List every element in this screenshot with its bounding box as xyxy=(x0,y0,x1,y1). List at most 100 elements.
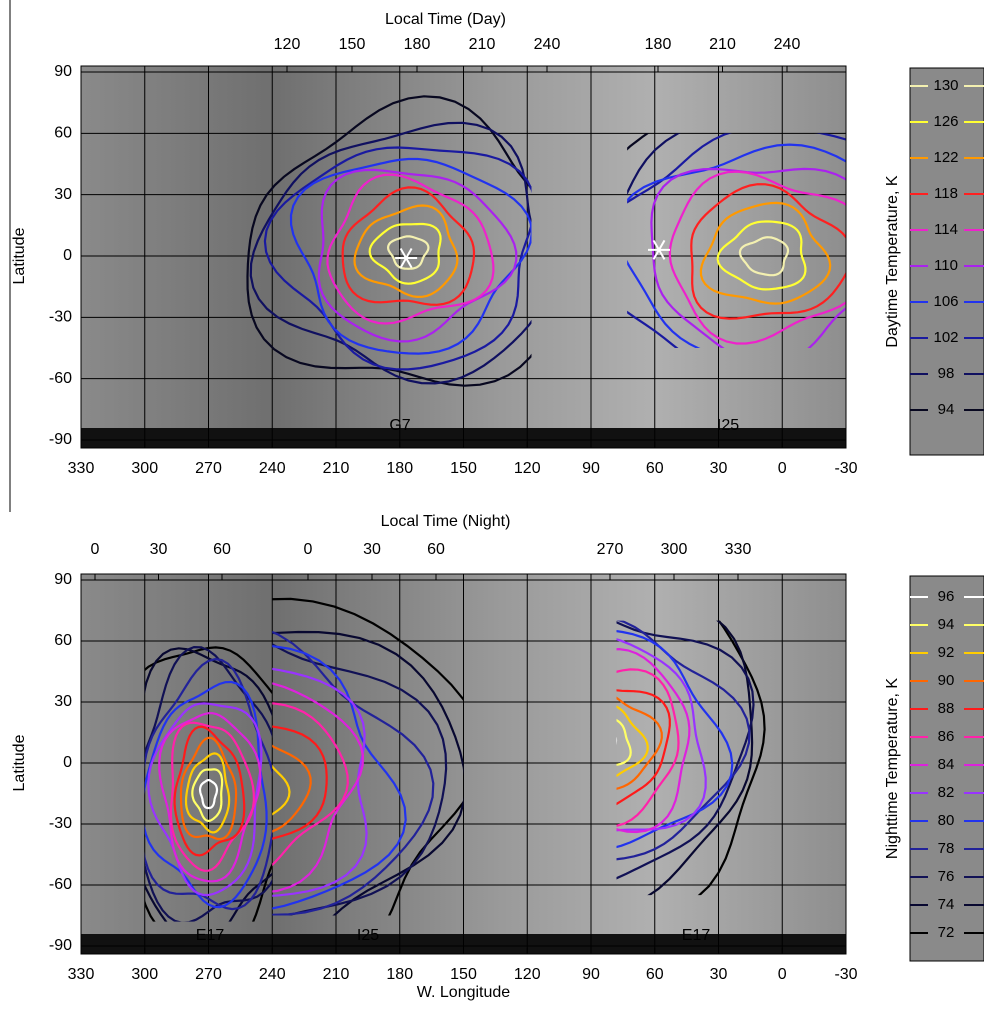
colorbar-tick-label: 80 xyxy=(938,812,955,829)
colorbar-tick-label: 122 xyxy=(933,149,958,166)
y-tick-label: 30 xyxy=(54,186,72,203)
colorbar-tick-label: 82 xyxy=(938,784,955,801)
x-tick-label: 240 xyxy=(259,966,286,983)
contour xyxy=(317,168,518,343)
colorbar-label-bg xyxy=(928,673,964,689)
colorbar-label-bg xyxy=(928,78,964,94)
y-axis-label: Latitude xyxy=(11,734,28,791)
colorbar-label-bg xyxy=(928,869,964,885)
top-tick-label: 210 xyxy=(469,36,496,53)
contour xyxy=(144,647,273,922)
contour xyxy=(158,712,262,883)
x-tick-label: 210 xyxy=(323,966,350,983)
y-tick-label: 0 xyxy=(63,247,72,264)
contour-group xyxy=(144,645,273,922)
contour xyxy=(716,220,807,291)
colorbar-label-bg xyxy=(928,729,964,745)
x-tick-label: -30 xyxy=(834,460,857,477)
contour xyxy=(184,752,231,834)
y-tick-label: -90 xyxy=(49,431,72,448)
colorbar-label-bg xyxy=(928,617,964,633)
contour xyxy=(289,157,532,355)
top-tick-label: 330 xyxy=(725,541,752,558)
contour xyxy=(272,630,435,916)
y-axis-label: Latitude xyxy=(11,227,28,284)
x-tick-label: 300 xyxy=(131,966,158,983)
contour xyxy=(326,173,495,325)
contour xyxy=(272,725,328,840)
contour xyxy=(616,638,707,832)
flyby-label: I25 xyxy=(717,417,739,434)
x-tick-label: 240 xyxy=(259,460,286,477)
flyby-label: I25 xyxy=(357,927,379,944)
x-tick-label: 30 xyxy=(710,460,728,477)
colorbar-tick-label: 86 xyxy=(938,728,955,745)
x-tick-label: 270 xyxy=(195,966,222,983)
contour xyxy=(272,702,349,867)
colorbar-tick-label: 118 xyxy=(934,185,958,202)
contour xyxy=(246,95,532,387)
contour xyxy=(341,186,476,306)
subsolar-star xyxy=(399,248,413,269)
contour xyxy=(616,705,649,777)
y-tick-label: -90 xyxy=(49,937,72,954)
top-tick-label: 120 xyxy=(274,36,301,53)
top-tick-label: 240 xyxy=(534,36,561,53)
colorbar-label-bg xyxy=(928,114,964,130)
x-tick-label: -30 xyxy=(834,966,857,983)
contour xyxy=(272,682,365,893)
x-tick-label: 330 xyxy=(68,966,95,983)
contour-group xyxy=(616,620,766,896)
contour xyxy=(616,696,663,790)
colorbar-label-bg xyxy=(928,589,964,605)
subsolar-star xyxy=(652,239,666,260)
flyby-label: E17 xyxy=(682,927,711,944)
x-tick-label: 90 xyxy=(582,460,600,477)
y-tick-label: 60 xyxy=(54,125,72,142)
colorbar-tick-label: 106 xyxy=(933,293,958,310)
contour xyxy=(169,721,256,872)
x-tick-label: 210 xyxy=(323,460,350,477)
colorbar-label-bg xyxy=(928,757,964,773)
x-tick-label: 60 xyxy=(646,966,664,983)
contour xyxy=(616,718,632,766)
colorbar-tick-label: 98 xyxy=(938,365,955,382)
contour xyxy=(650,167,846,348)
top-tick-label: 0 xyxy=(91,541,100,558)
colorbar-tick-label: 84 xyxy=(938,756,955,773)
colorbar-label-bg xyxy=(928,258,964,274)
contour xyxy=(353,204,459,299)
colorbar-label: Daytime Temperature, K xyxy=(884,175,901,348)
x-tick-label: 300 xyxy=(131,460,158,477)
contour xyxy=(699,201,832,305)
y-tick-label: -60 xyxy=(49,370,72,387)
contour xyxy=(616,621,755,880)
x-tick-label: 150 xyxy=(450,460,477,477)
top-tick-label: 30 xyxy=(150,541,168,558)
contour xyxy=(144,657,273,911)
x-tick-label: 180 xyxy=(386,460,413,477)
contour xyxy=(616,668,680,827)
x-tick-label: 150 xyxy=(450,966,477,983)
colorbar-label-bg xyxy=(928,150,964,166)
contour xyxy=(173,725,246,857)
x-tick-label: 330 xyxy=(68,460,95,477)
colorbar-tick-label: 90 xyxy=(938,672,955,689)
colorbar-label-bg xyxy=(928,186,964,202)
contour xyxy=(144,645,273,922)
top-tick-label: 270 xyxy=(597,541,624,558)
contour-group xyxy=(627,133,846,348)
contour xyxy=(616,620,751,861)
contour xyxy=(147,702,263,897)
colorbar-label-bg xyxy=(928,294,964,310)
colorbar-label-bg xyxy=(928,897,964,913)
y-tick-label: 0 xyxy=(63,754,72,771)
colorbar-tick-label: 94 xyxy=(938,401,955,418)
contour xyxy=(386,235,430,270)
contour xyxy=(368,222,442,285)
colorbar-label-bg xyxy=(928,841,964,857)
top-axis-label: Local Time (Night) xyxy=(381,513,511,530)
x-tick-label: 60 xyxy=(646,460,664,477)
x-tick-label: 270 xyxy=(195,460,222,477)
contour xyxy=(144,646,273,922)
